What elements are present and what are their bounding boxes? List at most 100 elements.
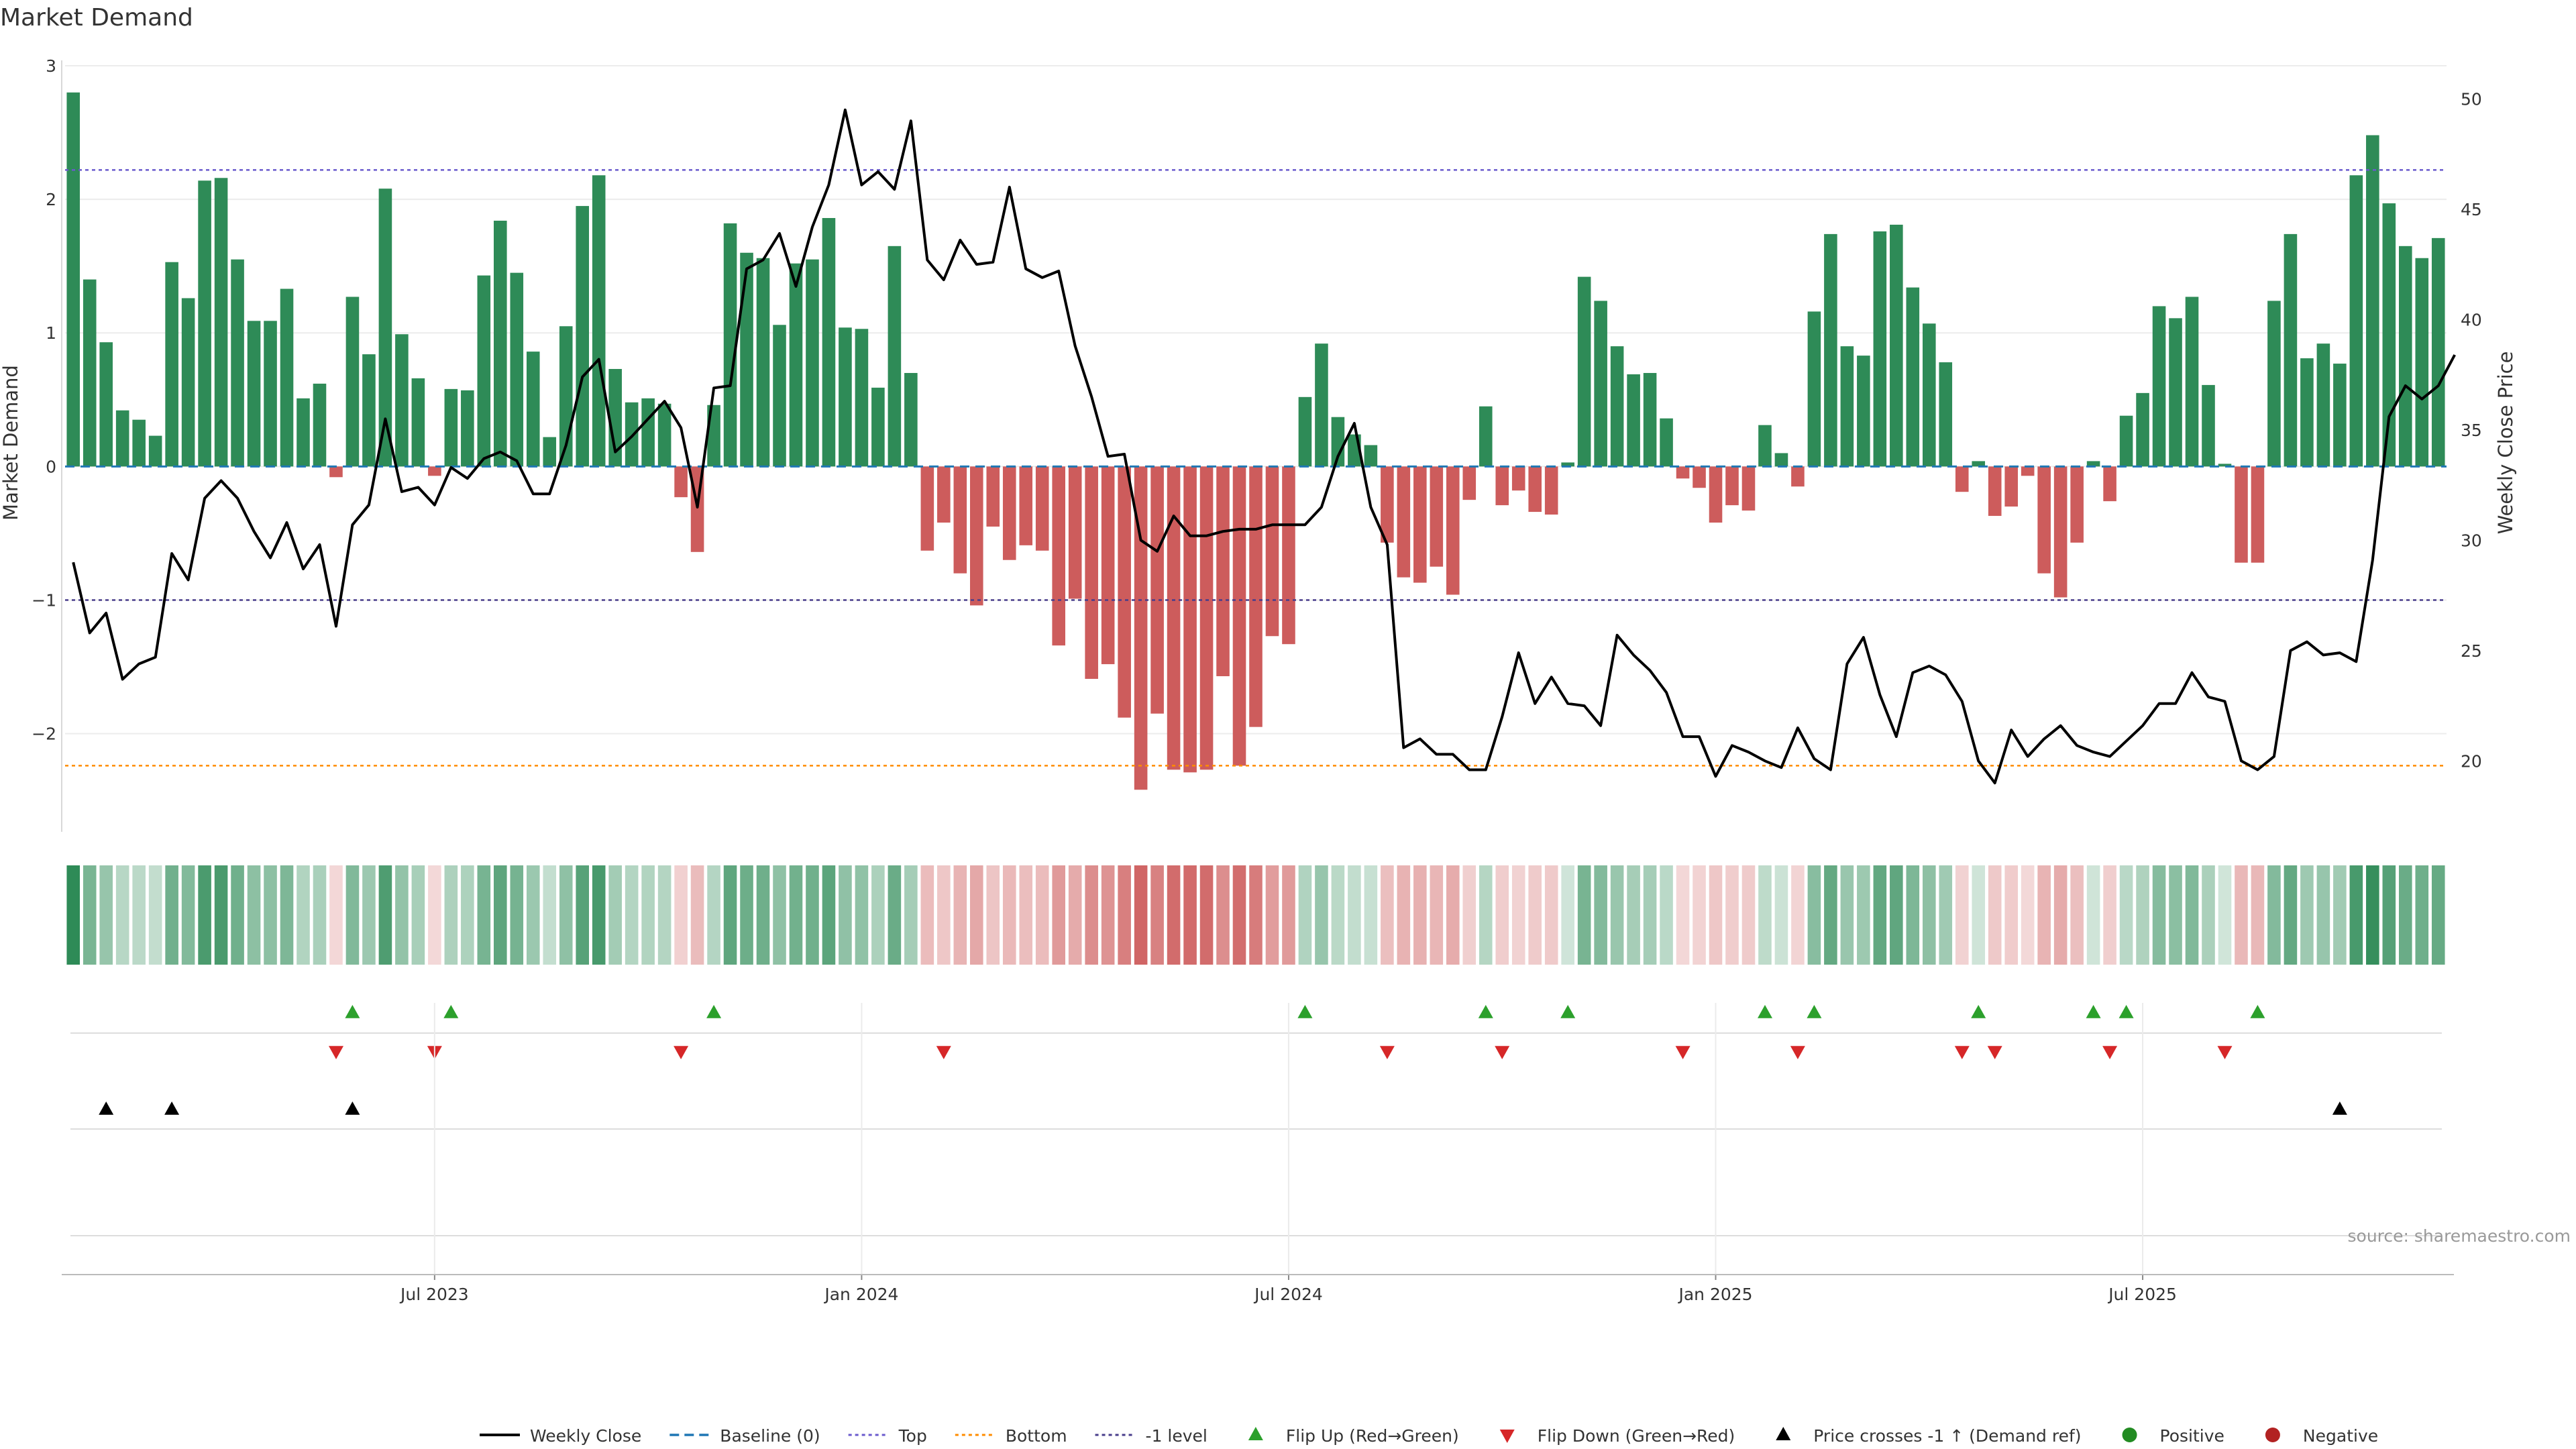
price-cross-marker	[345, 1102, 360, 1115]
strip-cell-negative	[1101, 865, 1115, 965]
strip-cell-positive	[1479, 865, 1493, 965]
strip-cell-negative	[1709, 865, 1723, 965]
flip-down-marker	[1675, 1046, 1690, 1059]
demand-bar-positive	[362, 354, 376, 467]
strip-cell-positive	[378, 865, 392, 965]
legend-swatch	[1499, 1430, 1515, 1443]
strip-cell-negative	[1265, 865, 1279, 965]
demand-bar-negative	[1693, 466, 1706, 488]
demand-bar-positive	[806, 259, 819, 467]
legend-item: Weekly Close	[480, 1426, 641, 1446]
demand-bar-positive	[1331, 417, 1345, 467]
demand-bar-negative	[937, 466, 951, 523]
strip-cell-positive	[871, 865, 885, 965]
demand-bar-negative	[1446, 466, 1460, 595]
demand-bar-negative	[1232, 466, 1246, 766]
strip-cell-positive	[641, 865, 655, 965]
strip-cell-negative	[986, 865, 1000, 965]
strip-cell-positive	[181, 865, 195, 965]
strip-cell-positive	[477, 865, 491, 965]
strip-cell-negative	[1035, 865, 1049, 965]
demand-bar-positive	[625, 402, 639, 467]
strip-cell-negative	[1430, 865, 1444, 965]
demand-bar-negative	[1002, 466, 1016, 560]
strip-cell-negative	[1167, 865, 1181, 965]
strip-cell-negative	[1955, 865, 1969, 965]
demand-bar-positive	[641, 398, 655, 467]
strip-cell-negative	[1232, 865, 1246, 965]
demand-bar-positive	[2119, 415, 2133, 467]
demand-bar-negative	[1282, 466, 1295, 645]
flip-up-marker	[706, 1005, 722, 1018]
y2-tick-label: 20	[2461, 751, 2482, 771]
demand-bar-positive	[1577, 276, 1591, 467]
strip-cell-negative	[1544, 865, 1558, 965]
strip-cell-positive	[1561, 865, 1574, 965]
strip-cell-negative	[2251, 865, 2265, 965]
demand-bar-positive	[1890, 224, 1903, 467]
strip-cell-positive	[1774, 865, 1788, 965]
strip-cell-positive	[345, 865, 360, 965]
demand-bar-positive	[1758, 425, 1772, 467]
demand-bar-positive	[2284, 233, 2298, 467]
demand-bar-positive	[740, 252, 753, 467]
flip-down-marker	[1379, 1046, 1395, 1059]
demand-bar-positive	[2316, 343, 2330, 467]
flip-down-marker	[674, 1046, 689, 1059]
demand-bar-positive	[148, 435, 162, 467]
demand-bar-positive	[657, 403, 672, 467]
strip-cell-positive	[1331, 865, 1345, 965]
strip-cell-negative	[1249, 865, 1263, 965]
strip-cell-positive	[165, 865, 178, 965]
demand-bar-positive	[1906, 287, 1920, 467]
legend-label: Top	[898, 1426, 927, 1446]
price-cross-marker	[164, 1102, 180, 1115]
demand-bar-positive	[592, 175, 606, 467]
demand-bar-positive	[1643, 372, 1657, 467]
demand-bar-positive	[1364, 445, 1378, 467]
strip-cell-negative	[937, 865, 951, 965]
demand-bar-negative	[2070, 466, 2084, 543]
demand-bar-positive	[2399, 246, 2412, 467]
demand-bar-negative	[2251, 466, 2265, 563]
strip-cell-positive	[395, 865, 409, 965]
legend: Weekly Close Baseline (0) Top Bottom -1 leve…	[480, 1426, 2378, 1446]
strip-cell-positive	[1939, 865, 1953, 965]
strip-cell-positive	[2136, 865, 2149, 965]
strip-cell-positive	[2382, 865, 2396, 965]
demand-bar-negative	[1988, 466, 2002, 517]
strip-cell-positive	[625, 865, 639, 965]
strip-cell-positive	[2399, 865, 2412, 965]
strip-cell-positive	[2086, 865, 2100, 965]
demand-bar-negative	[1495, 466, 1509, 506]
strip-cell-positive	[494, 865, 507, 965]
demand-bar-positive	[2218, 464, 2232, 467]
demand-bar-positive	[2185, 297, 2199, 467]
strip-cell-positive	[132, 865, 146, 965]
demand-bar-positive	[2415, 258, 2429, 467]
x-tick-label: Jan 2024	[823, 1285, 898, 1304]
demand-bar-positive	[83, 279, 97, 467]
demand-bar-positive	[510, 272, 524, 467]
demand-bar-positive	[477, 275, 491, 467]
demand-bar-positive	[2136, 392, 2149, 467]
strip-cell-positive	[1610, 865, 1624, 965]
strip-cell-positive	[148, 865, 162, 965]
demand-bar-positive	[1774, 453, 1788, 467]
demand-bar-positive	[1594, 301, 1607, 467]
price-cross-marker	[2332, 1102, 2347, 1115]
strip-cell-positive	[1807, 865, 1821, 965]
legend-item: Flip Down (Green→Red)	[1499, 1426, 1735, 1446]
demand-bar-positive	[378, 189, 392, 467]
demand-bar-negative	[970, 466, 983, 606]
strip-cell-positive	[855, 865, 869, 965]
strip-cell-positive	[2316, 865, 2330, 965]
strip-cell-negative	[1693, 865, 1706, 965]
strip-cell-positive	[510, 865, 524, 965]
strip-cell-positive	[362, 865, 376, 965]
y2-tick-label: 25	[2461, 641, 2482, 661]
x-tick-label: Jul 2025	[2107, 1285, 2177, 1304]
strip-cell-positive	[904, 865, 918, 965]
strip-cell-positive	[723, 865, 737, 965]
